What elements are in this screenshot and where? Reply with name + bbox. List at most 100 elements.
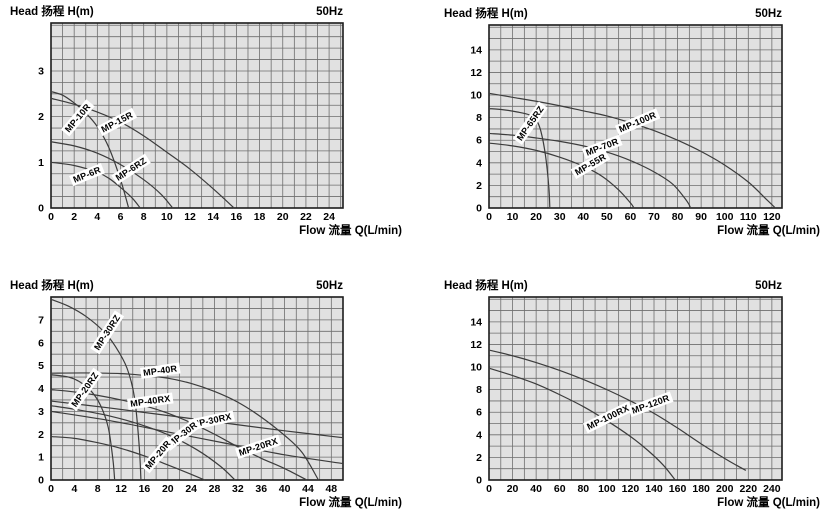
y-tick-label: 7 bbox=[38, 314, 44, 326]
y-tick-label: 5 bbox=[38, 360, 44, 372]
head-axis-label: Head 扬程 H(m) bbox=[10, 4, 94, 18]
y-tick-label: 2 bbox=[38, 111, 44, 123]
flow-axis-label: Flow 流量 Q(L/min) bbox=[717, 223, 820, 237]
x-tick-label: 44 bbox=[302, 483, 314, 495]
flow-axis-label: Flow 流量 Q(L/min) bbox=[717, 495, 820, 509]
curve-label-bg bbox=[582, 401, 634, 434]
plot-frame bbox=[50, 22, 344, 209]
pump-chart-top-right: MP-65RZ MP-100R MP-70R MP-55R 0 10 20 30 40 50 60 7… bbox=[415, 0, 830, 258]
head-axis-label: Head 扬程 H(m) bbox=[444, 6, 528, 20]
curve-mp-6r bbox=[50, 161, 141, 209]
x-tick-label: 30 bbox=[554, 211, 566, 223]
curve-label-bg bbox=[627, 391, 674, 418]
x-tick-label: 40 bbox=[279, 483, 291, 495]
y-tick-label: 12 bbox=[470, 339, 482, 351]
curve-label-bg bbox=[581, 134, 623, 160]
y-tick-label: 0 bbox=[476, 203, 482, 215]
y-tick-label: 4 bbox=[38, 383, 44, 395]
curve-label-bg bbox=[127, 392, 174, 410]
x-tick-label: 20 bbox=[162, 483, 174, 495]
curve-label-bg bbox=[67, 367, 103, 412]
x-tick-label: 0 bbox=[48, 211, 54, 223]
curve-mp-70r bbox=[488, 132, 692, 209]
y-tick-label: 0 bbox=[476, 475, 482, 487]
x-tick-label: 80 bbox=[577, 483, 589, 495]
y-tick-label: 0 bbox=[38, 475, 44, 487]
x-tick-label: 0 bbox=[486, 483, 492, 495]
x-tick-label: 32 bbox=[232, 483, 244, 495]
x-tick-label: 80 bbox=[672, 211, 684, 223]
x-tick-label: 4 bbox=[71, 483, 77, 495]
curve-mp-40rx bbox=[50, 389, 308, 481]
frequency-label: 50Hz bbox=[755, 8, 782, 20]
curve-label-text: MP-40R bbox=[143, 363, 179, 378]
x-tick-label: 10 bbox=[161, 211, 173, 223]
flow-axis-label: Flow 流量 Q(L/min) bbox=[299, 495, 402, 509]
y-tick-label: 2 bbox=[476, 452, 482, 464]
curve-label-bg bbox=[141, 436, 175, 474]
curve-label-bg bbox=[111, 153, 151, 185]
curve-label-bg bbox=[614, 108, 661, 136]
x-tick-label: 20 bbox=[507, 483, 519, 495]
x-tick-label: 8 bbox=[95, 483, 101, 495]
x-tick-label: 40 bbox=[530, 483, 542, 495]
y-tick-label: 8 bbox=[476, 384, 482, 396]
x-tick-label: 20 bbox=[277, 211, 289, 223]
curve-label-bg bbox=[570, 149, 611, 180]
x-tick-label: 6 bbox=[118, 211, 124, 223]
curve-label-mp-40rx: MP-40RX bbox=[127, 392, 174, 410]
x-tick-label: 2 bbox=[71, 211, 77, 223]
x-tick-label: 12 bbox=[184, 211, 196, 223]
x-tick-label: 60 bbox=[625, 211, 637, 223]
x-tick-label: 110 bbox=[740, 211, 757, 223]
head-axis-label: Head 扬程 H(m) bbox=[10, 278, 94, 292]
grid-lines bbox=[50, 23, 343, 209]
y-tick-label: 4 bbox=[476, 157, 482, 169]
curve-mp-40r bbox=[50, 372, 319, 481]
curve-mp-20rz bbox=[50, 374, 116, 481]
pump-chart-bottom-right: MP-120R MP-100RX 0 20 40 60 80 100 120 140 160 180 2… bbox=[415, 258, 830, 517]
y-tick-label: 10 bbox=[470, 90, 482, 102]
plot-frame bbox=[488, 296, 783, 481]
curve-label-bg bbox=[97, 107, 138, 137]
x-tick-label: 120 bbox=[622, 483, 640, 495]
x-tick-label: 200 bbox=[716, 483, 734, 495]
x-tick-label: 24 bbox=[185, 483, 197, 495]
x-tick-label: 70 bbox=[648, 211, 660, 223]
x-tick-label: 240 bbox=[763, 483, 781, 495]
pump-chart-bottom-left: MP-30RZ MP-20RZ MP-40R MP-40RX MP-30RX MP-30R… bbox=[0, 258, 415, 517]
curve-mp-30rz bbox=[50, 298, 142, 481]
plot-frame bbox=[488, 24, 783, 209]
y-tick-label: 2 bbox=[38, 429, 44, 441]
y-tick-label: 6 bbox=[476, 407, 482, 419]
x-tick-label: 14 bbox=[207, 211, 219, 223]
x-tick-label: 60 bbox=[554, 483, 566, 495]
curve-mp-6rz bbox=[50, 141, 174, 209]
curve-mp-20r bbox=[50, 435, 205, 481]
x-tick-label: 36 bbox=[255, 483, 267, 495]
y-tick-label: 3 bbox=[38, 65, 44, 77]
curve-mp-120r bbox=[488, 349, 747, 471]
x-tick-label: 16 bbox=[231, 211, 243, 223]
x-tick-label: 120 bbox=[763, 211, 781, 223]
x-tick-label: 160 bbox=[669, 483, 687, 495]
y-tick-label: 12 bbox=[470, 67, 482, 79]
x-tick-label: 0 bbox=[48, 483, 54, 495]
y-tick-label: 0 bbox=[38, 203, 44, 215]
curve-label-bg bbox=[69, 163, 105, 187]
plot-area bbox=[51, 23, 343, 208]
x-tick-label: 40 bbox=[577, 211, 589, 223]
x-tick-label: 90 bbox=[695, 211, 707, 223]
x-tick-label: 48 bbox=[325, 483, 337, 495]
x-tick-label: 220 bbox=[740, 483, 758, 495]
frequency-label: 50Hz bbox=[316, 280, 343, 292]
curve-label-bg bbox=[512, 101, 548, 145]
curve-label-bg bbox=[235, 434, 282, 460]
x-tick-label: 50 bbox=[601, 211, 613, 223]
x-tick-label: 16 bbox=[139, 483, 151, 495]
y-tick-label: 4 bbox=[476, 429, 482, 441]
